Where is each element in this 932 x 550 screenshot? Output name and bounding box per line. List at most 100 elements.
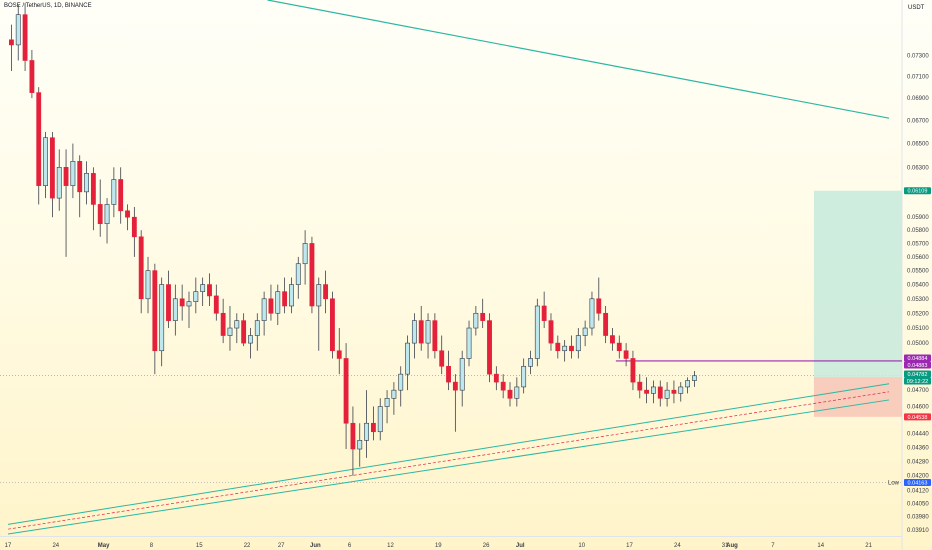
y-tick-label: 0.06500 — [907, 142, 929, 148]
candle-down — [309, 243, 315, 307]
candle-down — [555, 342, 561, 352]
y-tick-label: 0.05700 — [907, 241, 929, 247]
candle-up — [691, 375, 697, 381]
candle-down — [446, 365, 451, 383]
candle-down — [487, 320, 492, 375]
x-tick-label: 17 — [626, 543, 633, 549]
x-tick-label: 24 — [52, 543, 59, 549]
candle-down — [350, 422, 356, 450]
y-tick-label: 0.04440 — [907, 431, 929, 437]
candle-down — [507, 389, 513, 399]
candle-down — [637, 381, 643, 391]
candle-down — [220, 312, 226, 336]
candle-up — [582, 327, 588, 336]
candle-up — [678, 386, 684, 394]
candle-down — [644, 389, 650, 394]
candle-up — [186, 301, 192, 307]
candle-up — [466, 327, 472, 359]
candle-down — [77, 160, 83, 193]
candle-up — [534, 305, 540, 359]
price-tag — [904, 478, 931, 486]
y-tick-label: 0.05800 — [907, 228, 929, 234]
y-tick-label: 0.07100 — [907, 74, 929, 80]
channel-upper-line — [7, 383, 890, 525]
candle-down — [452, 381, 458, 391]
candle-down — [541, 305, 547, 321]
candle-up — [193, 291, 199, 302]
candle-up — [357, 440, 363, 450]
candle-down — [603, 312, 609, 336]
price-tag-value: 0.04883 — [908, 363, 928, 369]
candle-down — [131, 216, 137, 238]
candle-down — [8, 39, 14, 46]
candle-up — [145, 270, 151, 300]
candle-up — [316, 284, 322, 307]
candle-up — [384, 398, 390, 407]
x-tick-label: 7 — [771, 543, 775, 549]
candle-up — [227, 327, 233, 336]
price-tag — [904, 187, 931, 195]
candle-up — [84, 173, 89, 193]
candle-up — [562, 345, 568, 352]
candle-down — [671, 389, 677, 394]
y-tick-label: 0.04280 — [907, 459, 929, 465]
y-tick-label: 0.05200 — [907, 311, 929, 317]
y-tick-label: 0.03910 — [907, 528, 929, 534]
x-tick-label: 15 — [196, 543, 203, 549]
x-tick-label: 12 — [387, 543, 394, 549]
price-tag-value: 09:12:22 — [907, 379, 928, 385]
candle-up — [43, 137, 48, 186]
channel-mid-line — [7, 391, 890, 530]
candle-up — [664, 389, 670, 399]
candle-up — [159, 284, 165, 352]
target-zone — [813, 190, 902, 378]
candle-down — [336, 350, 342, 359]
candle-up — [685, 380, 691, 388]
candle-down — [36, 92, 42, 186]
y-tick-label: 0.03980 — [907, 515, 929, 521]
x-tick-label: 22 — [244, 543, 251, 549]
candle-down — [241, 320, 247, 344]
x-tick-label: 21 — [865, 543, 872, 549]
candle-up — [254, 320, 260, 336]
candle-up — [275, 291, 281, 314]
price-tag — [904, 354, 931, 362]
candle-down — [480, 312, 486, 321]
y-tick-label: 0.05500 — [907, 269, 929, 275]
candle-up — [234, 320, 240, 329]
candle-down — [118, 179, 124, 212]
x-tick-label: Jul — [516, 543, 525, 549]
candle-down — [207, 284, 212, 297]
y-tick-label: 0.04700 — [907, 388, 929, 394]
candle-down — [282, 291, 288, 307]
candle-up — [15, 14, 21, 46]
candle-up — [528, 358, 533, 367]
price-unit: USDT — [908, 5, 925, 11]
x-tick-label: Aug — [726, 543, 738, 549]
candle-down — [330, 298, 335, 352]
y-tick-label: 0.04050 — [907, 501, 929, 507]
y-tick-label: 0.04120 — [907, 488, 929, 494]
candle-down — [630, 358, 636, 383]
y-tick-label: 0.05300 — [907, 297, 929, 303]
price-tag-value: 0.04163 — [908, 480, 928, 486]
x-tick-label: 6 — [348, 543, 352, 549]
y-tick-label: 0.05400 — [907, 283, 929, 289]
x-tick-label: Jun — [310, 543, 321, 549]
channel-lower-line — [7, 399, 890, 535]
candle-down — [90, 173, 96, 205]
candle-up — [104, 204, 110, 224]
x-tick-label: 31 — [722, 543, 729, 549]
candle-down — [97, 204, 103, 224]
candle-up — [589, 298, 595, 329]
candle-up — [302, 243, 308, 265]
y-tick-label: 0.04360 — [907, 445, 929, 451]
candle-down — [22, 14, 28, 61]
candle-up — [364, 422, 369, 441]
candle-down — [63, 167, 69, 186]
x-tick-label: May — [98, 543, 110, 549]
candle-down — [213, 295, 219, 314]
candle-up — [200, 284, 206, 292]
